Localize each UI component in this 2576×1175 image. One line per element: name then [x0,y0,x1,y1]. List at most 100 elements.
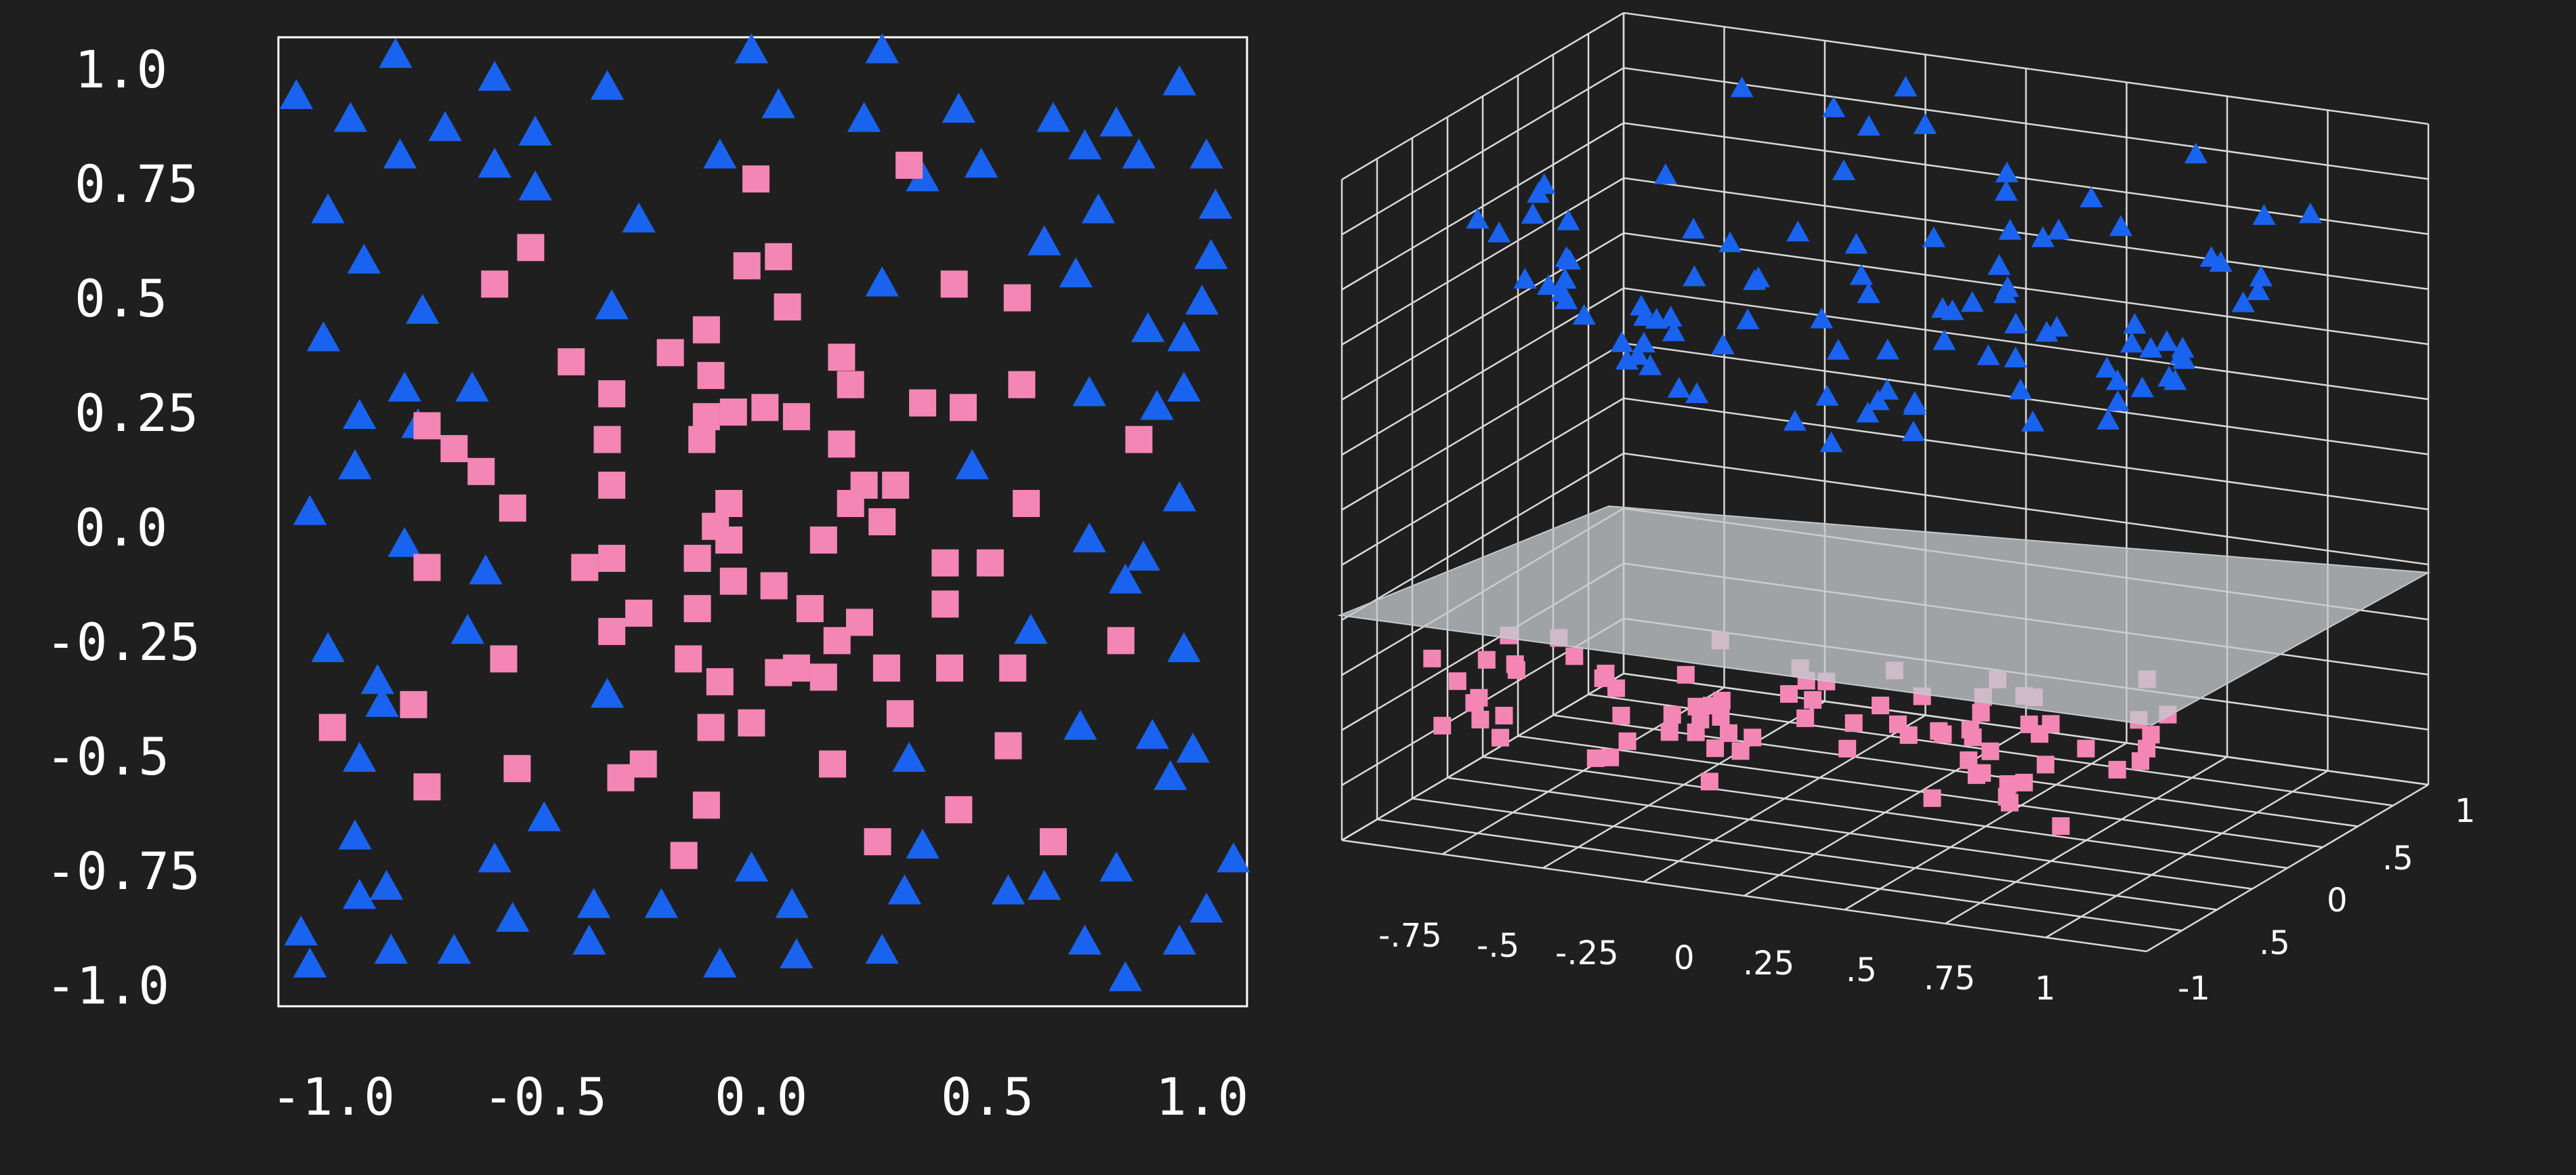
triangle-point [847,102,881,132]
square-point [571,554,599,581]
square-point-3d [1796,709,1815,727]
square-point [994,732,1022,760]
triangle-point-3d [1876,338,1899,360]
square-point [625,599,653,627]
square-point-3d [1594,669,1612,687]
x-tick-label: 1.0 [1156,1067,1248,1127]
square-point [882,472,910,499]
y-tick-label: -1 [2178,970,2210,1008]
triangle-point-3d [1527,182,1550,203]
x-tick-label: 1 [2035,970,2056,1008]
triangle-point [343,879,377,909]
square-point [692,791,720,819]
square-point-3d [1618,732,1637,750]
square-point [481,270,509,298]
square-point-3d [1676,665,1695,684]
triangle-point [955,449,989,480]
triangle-point [892,741,926,772]
triangle-point-3d [2139,337,2163,358]
triangle-point-3d [1521,203,1544,224]
square-point-3d [1706,739,1725,758]
triangle-point-3d [1849,264,1874,285]
grid-line [1412,798,2218,911]
y-tick-label: .5 [2259,924,2290,962]
triangle-point-3d [2184,142,2208,164]
triangle-point [478,60,511,91]
triangle-point-3d [1960,291,1984,312]
x-tick-label: -.25 [1555,934,1619,972]
triangle-point [1167,371,1201,402]
triangle-point-3d [2106,390,2130,411]
triangle-point-3d [1998,219,2022,240]
square-point [931,590,959,618]
square-point [688,426,716,453]
square-point [692,403,720,430]
triangle-point [343,741,377,772]
triangle-point [1162,924,1196,955]
scatter-3d-plot: -.75 -.5 -.25 0 .25 .5 .75 1 -1 .5 0 .5 … [1337,12,2476,1008]
y-tick-label: .5 [2382,840,2413,878]
x-tick-label: .75 [1924,960,1975,997]
square-point-3d [1423,649,1441,667]
x-tick-label: -.5 [1477,927,1519,965]
square-point-3d [1804,690,1822,709]
triangle-point [518,170,552,201]
triangle-point [703,138,737,169]
y-tick-label: -0.25 [45,612,200,672]
triangle-point-3d [2170,343,2193,365]
square-point-3d [1934,725,1952,743]
square-point-3d [1663,705,1681,724]
triangle-point [338,819,372,850]
triangle-point-3d [1685,382,1709,403]
triangle-point [1072,376,1106,407]
triangle-point-3d [1866,389,1890,411]
square-point [760,572,788,600]
y-tick-label: 1.0 [75,39,167,100]
y-tick-label: -0.5 [45,726,169,787]
grid-line [1447,777,2253,890]
square-point [782,654,810,682]
triangle-point [1027,225,1061,255]
square-point-3d [1961,720,1979,739]
y-tick-label: 0.5 [75,268,167,329]
triangle-point [572,924,606,955]
triangle-point [1126,540,1160,571]
triangle-point [1194,239,1228,269]
triangle-point-3d [1659,306,1683,327]
triangle-point-3d [2246,279,2270,300]
triangle-point-3d [1736,308,1760,329]
square-point-3d [1888,715,1907,733]
triangle-point-3d [1557,209,1580,230]
grid-line [1341,122,1624,291]
square-point [413,773,441,801]
y-tick-label: 1 [2455,792,2476,830]
square-point [940,270,968,298]
triangle-point-3d [1857,115,1881,136]
square-point [1107,627,1135,655]
square-point [976,549,1004,577]
triangle-point [865,266,899,297]
triangle-point [1072,522,1106,553]
grid-line [1482,756,2288,869]
triangle-point-3d [1876,379,1899,400]
triangle-point-3d [2008,378,2033,400]
square-point [697,362,725,390]
square-point-3d [1744,728,1762,747]
grid-line [1341,397,1624,566]
square-point-3d [1838,739,1857,758]
triangle-point-3d [2123,312,2147,334]
square-point-3d [1477,651,1496,669]
triangle-point-3d [1995,161,2019,183]
triangle-point-3d [1513,268,1537,289]
triangle-point-3d [1730,76,1754,98]
triangle-point [865,934,899,964]
triangle-point-3d [1821,96,1846,117]
triangle-point [1014,613,1048,644]
triangle-point [527,801,562,831]
square-point [809,526,837,554]
triangle-point [1099,106,1133,137]
triangle-point [1108,961,1143,991]
triangle-point [338,449,372,480]
grid-line [1623,452,2429,566]
square-point [656,339,684,367]
